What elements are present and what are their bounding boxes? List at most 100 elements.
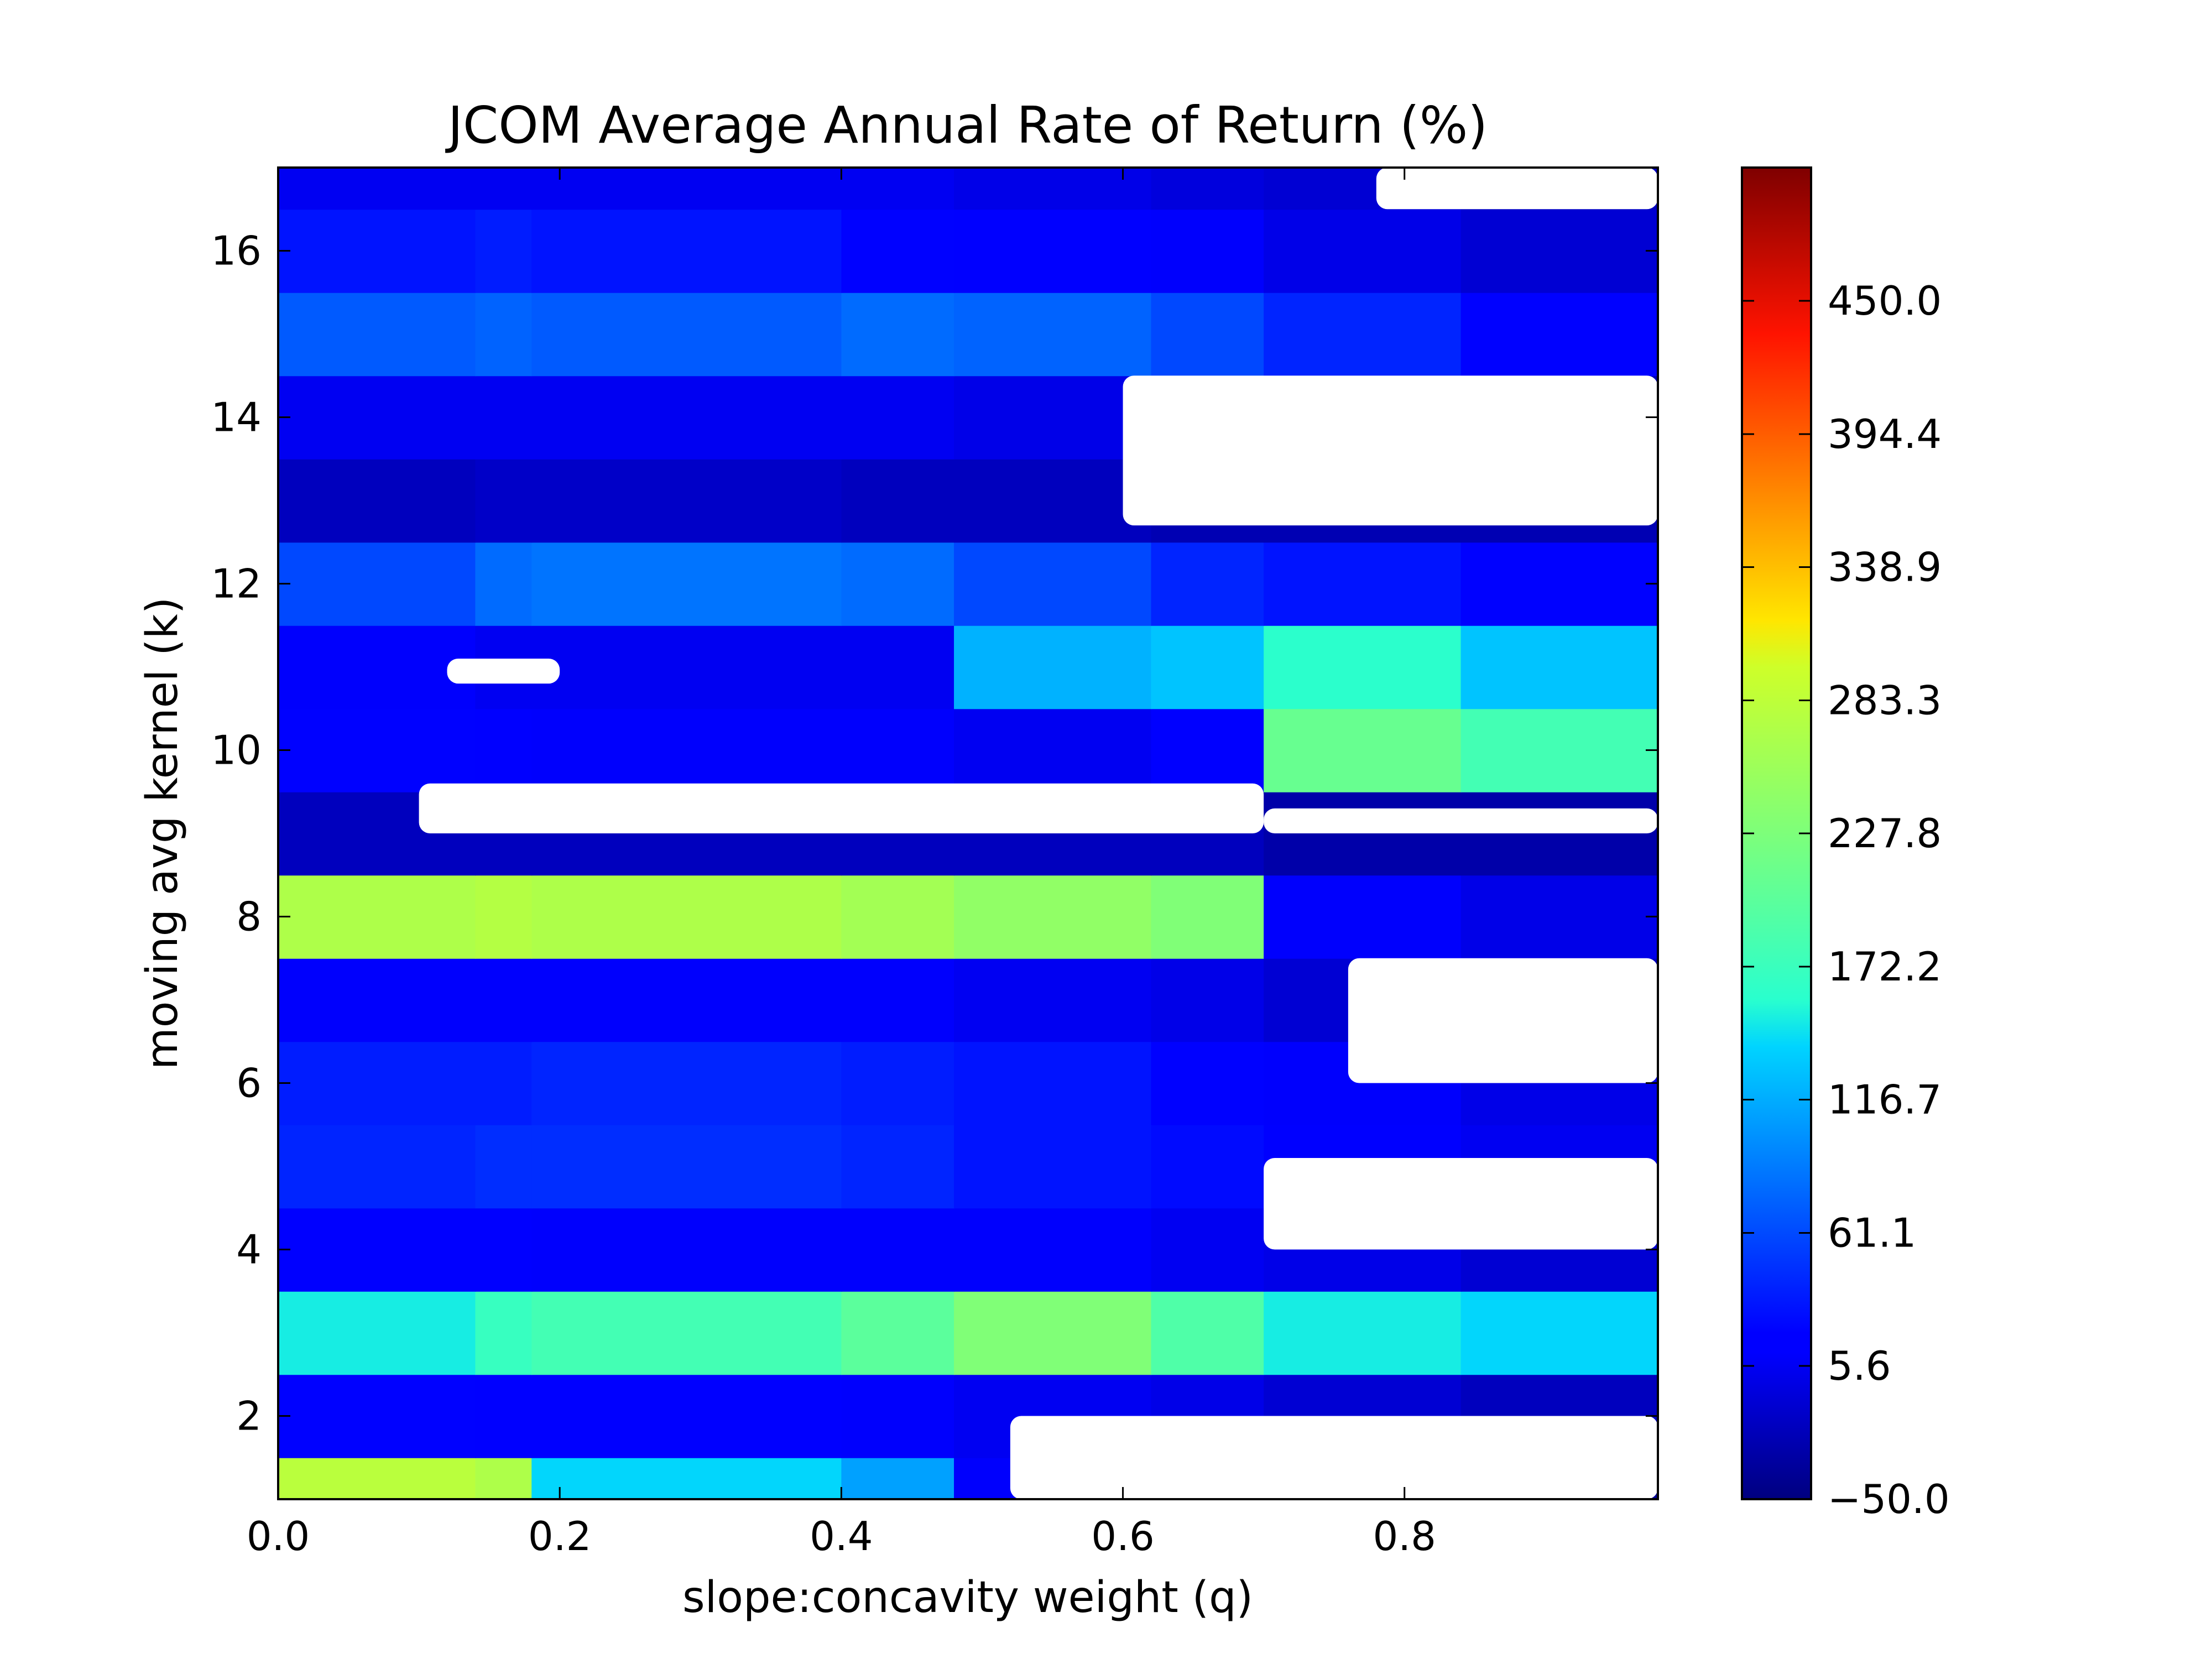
heatmap-cell: [841, 1374, 955, 1458]
heatmap-cell: [841, 1291, 955, 1375]
heatmap-cell: [1460, 292, 1658, 377]
heatmap-cell: [1264, 1291, 1462, 1375]
heatmap-cell: [278, 168, 476, 210]
y-axis-label: moving avg kernel (k): [138, 597, 187, 1070]
heatmap-cell: [531, 209, 842, 293]
heatmap-cell: [1460, 209, 1658, 293]
heatmap-cell: [954, 209, 1152, 293]
heatmap-cell: [1460, 708, 1658, 792]
heatmap-cell: [278, 375, 476, 460]
heatmap-cell: [531, 1457, 842, 1499]
x-tick-label: 0.6: [1091, 1513, 1155, 1559]
heatmap-cell: [475, 168, 533, 210]
heatmap-cell: [475, 958, 533, 1042]
heatmap-cell: [1151, 1291, 1265, 1375]
colorbar: −50.0 5.6 61.1 116.7 172.2 227.8 283.3 338.9 394…: [1741, 166, 1950, 1522]
x-tick-label: 0.2: [528, 1513, 592, 1559]
y-axis-ticks: 2 4 6 8 10 12 14 16: [211, 228, 1658, 1439]
heatmap-cell: [841, 875, 955, 959]
heatmap-cell: [1151, 1208, 1265, 1292]
heatmap-cell: [475, 292, 533, 377]
masked-regions: [419, 168, 1658, 1499]
heatmap-cell: [475, 1124, 533, 1209]
heatmap-cell: [475, 1374, 533, 1458]
colorbar-tick-label: 283.3: [1828, 677, 1942, 723]
masked-region: [419, 783, 1264, 833]
heatmap-cell: [954, 1208, 1152, 1292]
x-axis-label: slope:concavity weight (q): [682, 1573, 1253, 1623]
heatmap-cell: [1460, 1291, 1658, 1375]
heatmap-cell: [841, 375, 955, 460]
y-tick-label: 2: [236, 1393, 262, 1439]
heatmap-cell: [954, 1041, 1152, 1125]
colorbar-tick-label: 5.6: [1828, 1343, 1891, 1389]
heatmap-cell: [1151, 542, 1265, 626]
heatmap-cell: [841, 168, 955, 210]
heatmap-cell: [278, 958, 476, 1042]
heatmap-cell: [841, 542, 955, 626]
colorbar-tick-label: 61.1: [1828, 1209, 1916, 1256]
heatmap-cell: [1151, 1041, 1265, 1125]
heatmap-cell: [1151, 875, 1265, 959]
heatmap-cell: [531, 1041, 842, 1125]
heatmap-cell: [1460, 625, 1658, 709]
colorbar-tick-label: 172.2: [1828, 943, 1942, 990]
heatmap-cell: [531, 1208, 842, 1292]
heatmap-cell: [841, 1041, 955, 1125]
heatmap-cell: [954, 958, 1152, 1042]
y-tick-label: 12: [211, 561, 262, 607]
heatmap-cell: [531, 708, 842, 792]
heatmap-cell: [475, 1041, 533, 1125]
heatmap-cell: [531, 292, 842, 377]
heatmap-cell: [531, 958, 842, 1042]
heatmap-cell: [475, 209, 533, 293]
heatmap-cell: [1264, 209, 1462, 293]
heatmap-cell: [1151, 209, 1265, 293]
heatmap-cell: [841, 625, 955, 709]
heatmap-cell: [531, 375, 842, 460]
heatmap-cell: [278, 708, 476, 792]
heatmap-cell: [475, 1291, 533, 1375]
heatmap-cell: [1264, 292, 1462, 377]
y-tick-label: 4: [236, 1227, 262, 1273]
heatmap-cell: [278, 1041, 476, 1125]
heatmap-cell: [531, 458, 842, 543]
heatmap-cell: [475, 1208, 533, 1292]
heatmap-cell: [531, 542, 842, 626]
heatmap-cell: [1460, 875, 1658, 959]
heatmap-cell: [1151, 168, 1265, 210]
heatmap-cell: [954, 375, 1152, 460]
heatmap-cell: [475, 708, 533, 792]
heatmap-cell: [475, 1457, 533, 1499]
masked-region: [1010, 1416, 1658, 1499]
heatmap-cell: [531, 875, 842, 959]
heatmap-cell: [1460, 542, 1658, 626]
heatmap-cell: [841, 1208, 955, 1292]
heatmap-cell: [1264, 542, 1462, 626]
heatmap-cell: [1151, 708, 1265, 792]
heatmap-cell: [954, 875, 1152, 959]
heatmap-cell: [278, 1457, 476, 1499]
x-tick-label: 0.4: [810, 1513, 873, 1559]
heatmap-cell: [1264, 791, 1462, 876]
heatmap-cell: [1151, 1124, 1265, 1209]
heatmap-cell: [841, 458, 955, 543]
heatmap-cell: [1151, 292, 1265, 377]
masked-region: [1348, 958, 1658, 1083]
heatmap-cell: [841, 1457, 955, 1499]
y-tick-label: 16: [211, 228, 262, 274]
masked-region: [1123, 375, 1658, 526]
y-tick-label: 6: [236, 1060, 262, 1107]
heatmap-cell: [954, 1124, 1152, 1209]
heatmap-cell: [841, 292, 955, 377]
heatmap-cell: [278, 209, 476, 293]
masked-region: [1376, 168, 1658, 210]
x-axis-ticks: 0.0 0.2 0.4 0.6 0.8: [247, 168, 1436, 1559]
heatmap-cell: [954, 168, 1152, 210]
heatmap-cell: [1151, 625, 1265, 709]
heatmap-cell: [278, 1374, 476, 1458]
plot-frame: [277, 166, 1659, 1500]
plot-area: [277, 166, 1659, 1500]
heatmap-cell: [954, 625, 1152, 709]
